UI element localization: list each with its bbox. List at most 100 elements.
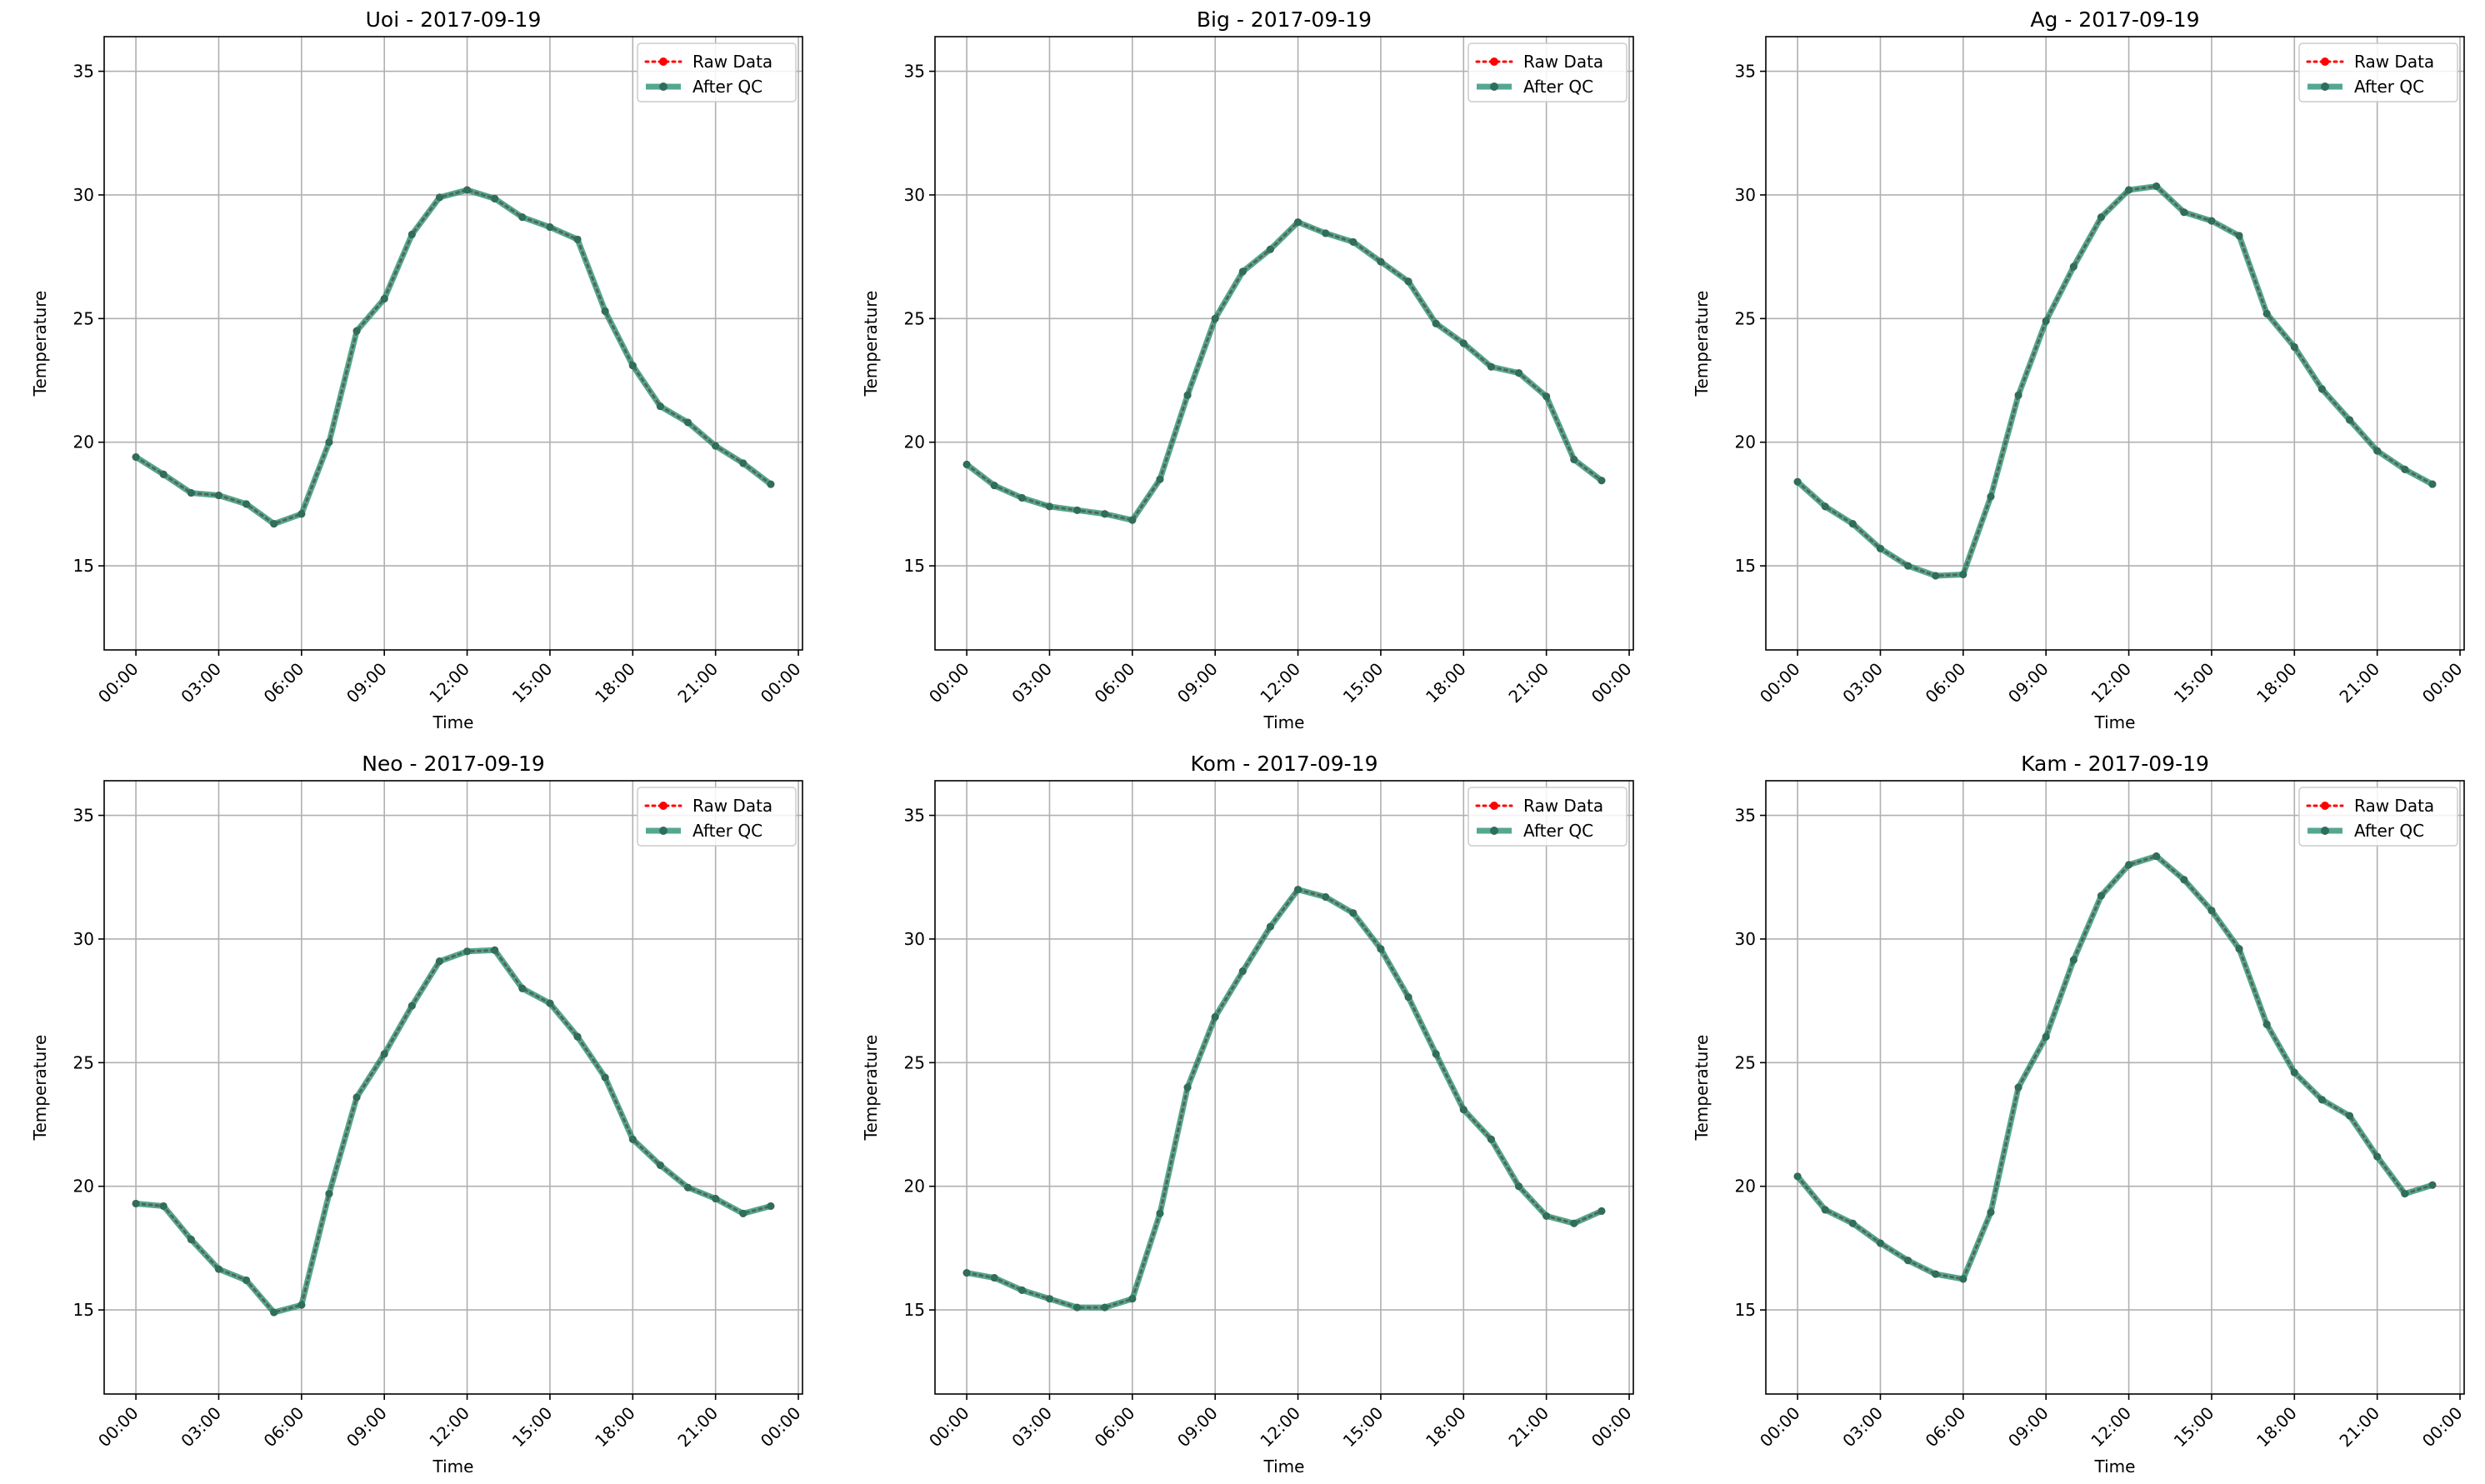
- after-qc-line: [1795, 183, 2434, 579]
- after-qc-point: [2262, 309, 2271, 317]
- legend-after-qc-label: After QC: [2354, 821, 2424, 841]
- after-qc-point: [962, 1269, 971, 1277]
- y-axis-label: Temperature: [1692, 1035, 1712, 1142]
- x-tick-label: 18:00: [1422, 659, 1470, 707]
- x-tick-label: 03:00: [1008, 1403, 1056, 1452]
- x-axis-label: Time: [2094, 712, 2136, 732]
- legend-after-qc-label: After QC: [692, 77, 762, 97]
- x-tick-label: 12:00: [2087, 659, 2135, 707]
- after-qc-point: [2180, 208, 2188, 217]
- subplot-4: 15 20 25 30 35 00:00 03:00 06:00 09:00 12:00 15:00…: [30, 752, 805, 1477]
- after-qc-line: [1795, 853, 2433, 1282]
- x-tick-label: 00:00: [1756, 659, 1804, 707]
- after-qc-point: [1322, 229, 1330, 237]
- after-qc-point: [2428, 480, 2437, 488]
- y-axis-label: Temperature: [1692, 291, 1712, 397]
- after-qc-point: [1073, 1303, 1082, 1312]
- x-tick-label: 15:00: [508, 659, 557, 707]
- x-axis-label: Time: [432, 1457, 474, 1477]
- after-qc-line: [134, 187, 773, 527]
- x-tick-label: 06:00: [1922, 1403, 1970, 1452]
- after-qc-point: [2014, 1083, 2022, 1092]
- x-tick-label: 06:00: [1091, 1403, 1139, 1452]
- raw-data-line: [1796, 184, 2434, 577]
- subplot-title: Ag - 2017-09-19: [2030, 7, 2199, 32]
- after-qc-point: [132, 1199, 140, 1207]
- after-qc-point: [298, 1301, 306, 1309]
- after-qc-point: [187, 1236, 195, 1244]
- x-tick-label: 18:00: [2252, 1403, 2301, 1452]
- after-qc-point: [435, 193, 443, 202]
- after-qc-point: [1294, 886, 1302, 894]
- after-qc-point: [270, 520, 278, 528]
- after-qc-point: [1932, 1270, 1940, 1278]
- legend: Raw Data After QC: [637, 42, 797, 102]
- x-tick-label: 00:00: [94, 659, 142, 707]
- legend-after-qc-marker: [659, 82, 668, 91]
- after-qc-point: [1876, 544, 1884, 552]
- x-tick-label: 15:00: [1339, 1403, 1388, 1452]
- y-tick-label: 20: [1735, 432, 1756, 452]
- after-qc-point: [1266, 245, 1274, 253]
- x-tick-label: 00:00: [757, 1403, 805, 1452]
- after-qc-point: [2125, 186, 2133, 194]
- x-tick-label: 12:00: [1256, 1403, 1304, 1452]
- x-tick-label: 09:00: [342, 659, 391, 707]
- after-qc-point: [435, 957, 443, 966]
- legend-after-qc-label: After QC: [692, 821, 762, 841]
- y-tick-label: 35: [904, 806, 925, 826]
- x-tick-label: 00:00: [94, 1403, 142, 1452]
- after-qc-point: [408, 1002, 416, 1010]
- after-qc-point: [159, 470, 168, 478]
- after-qc-point: [1128, 516, 1137, 524]
- x-tick-label: 21:00: [1504, 1403, 1552, 1452]
- legend-raw-data-marker: [659, 802, 668, 810]
- y-tick-label: 25: [904, 1052, 925, 1072]
- x-tick-label: 12:00: [2087, 1403, 2135, 1452]
- after-qc-point: [601, 1073, 609, 1082]
- after-qc-point: [242, 1276, 251, 1284]
- x-tick-label: 18:00: [1422, 1403, 1470, 1452]
- after-qc-point: [684, 418, 692, 427]
- x-tick-label: 00:00: [1756, 1403, 1804, 1452]
- after-qc-line: [966, 887, 1603, 1311]
- after-qc-point: [2346, 416, 2354, 424]
- after-qc-point: [2125, 861, 2133, 869]
- after-qc-point: [546, 999, 554, 1007]
- after-qc-point: [463, 947, 472, 956]
- x-tick-label: 21:00: [1504, 659, 1552, 707]
- after-qc-point: [1156, 1209, 1164, 1217]
- y-tick-label: 35: [73, 806, 94, 826]
- after-qc-point: [2290, 342, 2298, 351]
- y-tick-label: 30: [904, 185, 925, 205]
- after-qc-point: [573, 235, 582, 243]
- after-qc-point: [1211, 314, 1219, 322]
- y-tick-label: 30: [1735, 185, 1756, 205]
- x-tick-label: 00:00: [925, 659, 973, 707]
- after-qc-point: [2097, 213, 2105, 222]
- axes-frame: [934, 780, 1634, 1395]
- x-axis-label: Time: [1263, 712, 1305, 732]
- after-qc-point: [1598, 477, 1606, 485]
- after-qc-point: [2373, 1152, 2382, 1161]
- after-qc-point: [1848, 520, 1857, 528]
- after-qc-point: [2042, 1032, 2050, 1041]
- after-qc-point: [2401, 465, 2409, 473]
- legend-after-qc-marker: [659, 827, 668, 835]
- x-tick-label: 00:00: [2418, 659, 2467, 707]
- x-tick-label: 12:00: [1256, 659, 1304, 707]
- legend: Raw Data After QC: [2298, 42, 2458, 102]
- x-tick-label: 18:00: [591, 659, 639, 707]
- after-qc-point: [2235, 232, 2243, 240]
- subplot-1: 15 20 25 30 35 00:00 03:00 06:00 09:00 12:00 15:00…: [30, 7, 805, 732]
- after-qc-point: [2346, 1112, 2354, 1120]
- after-qc-point: [2069, 262, 2078, 271]
- after-qc-point: [767, 1202, 775, 1210]
- raw-data-line: [134, 948, 772, 1314]
- subplot-title: Neo - 2017-09-19: [362, 752, 545, 776]
- after-qc-point: [1459, 1106, 1468, 1114]
- x-tick-label: 00:00: [1588, 1403, 1636, 1452]
- x-tick-label: 00:00: [925, 1403, 973, 1452]
- after-qc-point: [767, 480, 775, 488]
